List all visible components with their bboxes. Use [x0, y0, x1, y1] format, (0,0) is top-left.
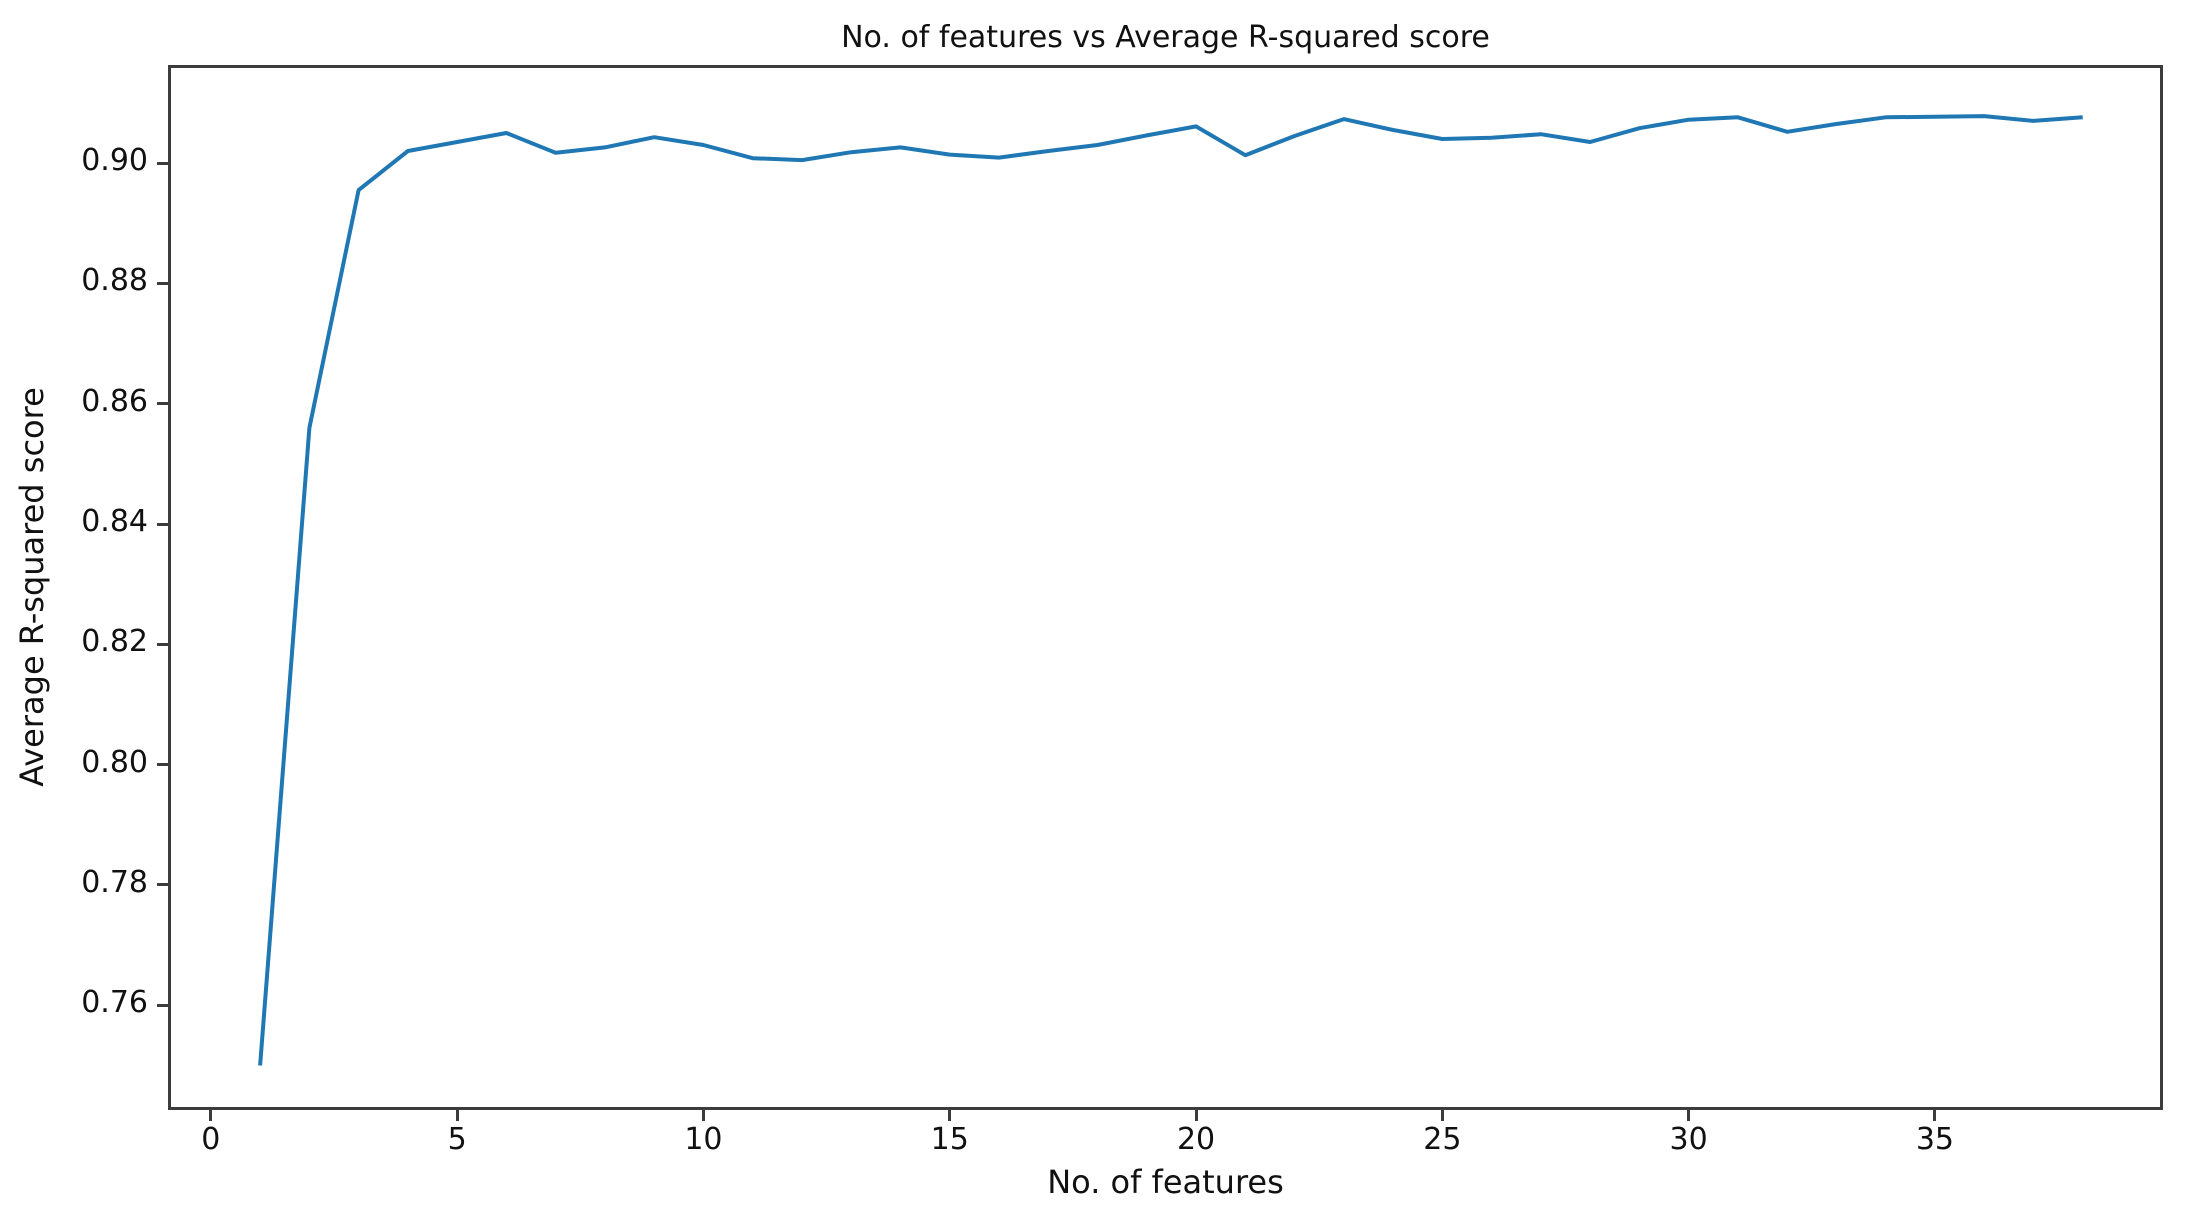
x-tick-mark: [1194, 1110, 1198, 1121]
x-tick-label: 25: [1423, 1122, 1462, 1157]
x-tick-mark: [701, 1110, 705, 1121]
x-tick-label: 5: [447, 1122, 467, 1157]
x-tick-label: 20: [1176, 1122, 1216, 1157]
y-tick-mark: [157, 642, 168, 646]
y-tick-label: 0.86: [81, 383, 148, 419]
y-tick-label: 0.82: [81, 624, 148, 660]
y-tick-mark: [157, 281, 168, 285]
x-tick-label: 10: [684, 1122, 723, 1157]
x-tick-label: 15: [930, 1122, 969, 1157]
y-tick-label: 0.88: [81, 263, 148, 299]
plot-area: [168, 65, 2163, 1110]
y-tick-label: 0.78: [81, 864, 148, 900]
y-tick-label: 0.76: [81, 985, 148, 1021]
data-line-series: [258, 114, 2083, 1066]
x-tick-mark: [1687, 1110, 1691, 1121]
y-tick-mark: [157, 883, 168, 887]
x-tick-mark: [455, 1110, 459, 1121]
y-tick-mark: [157, 402, 168, 406]
y-tick-label: 0.80: [81, 744, 148, 780]
y-tick-mark: [157, 161, 168, 165]
x-tick-label: 0: [201, 1122, 221, 1157]
y-tick-label: 0.90: [81, 143, 148, 179]
chart-title: No. of features vs Average R-squared sco…: [841, 20, 1490, 55]
y-tick-mark: [157, 1003, 168, 1007]
y-tick-mark: [157, 763, 168, 767]
x-tick-mark: [1440, 1110, 1444, 1121]
x-tick-label: 35: [1915, 1122, 1955, 1157]
x-tick-mark: [948, 1110, 952, 1121]
y-tick-label: 0.84: [81, 504, 148, 540]
x-tick-mark: [209, 1110, 213, 1121]
x-tick-label: 30: [1669, 1122, 1708, 1157]
line-chart-canvas: [258, 114, 2083, 1066]
y-axis-label: Average R-squared score: [13, 387, 51, 787]
x-axis-label: No. of features: [1047, 1163, 1284, 1201]
y-tick-mark: [157, 522, 168, 526]
x-tick-mark: [1933, 1110, 1937, 1121]
